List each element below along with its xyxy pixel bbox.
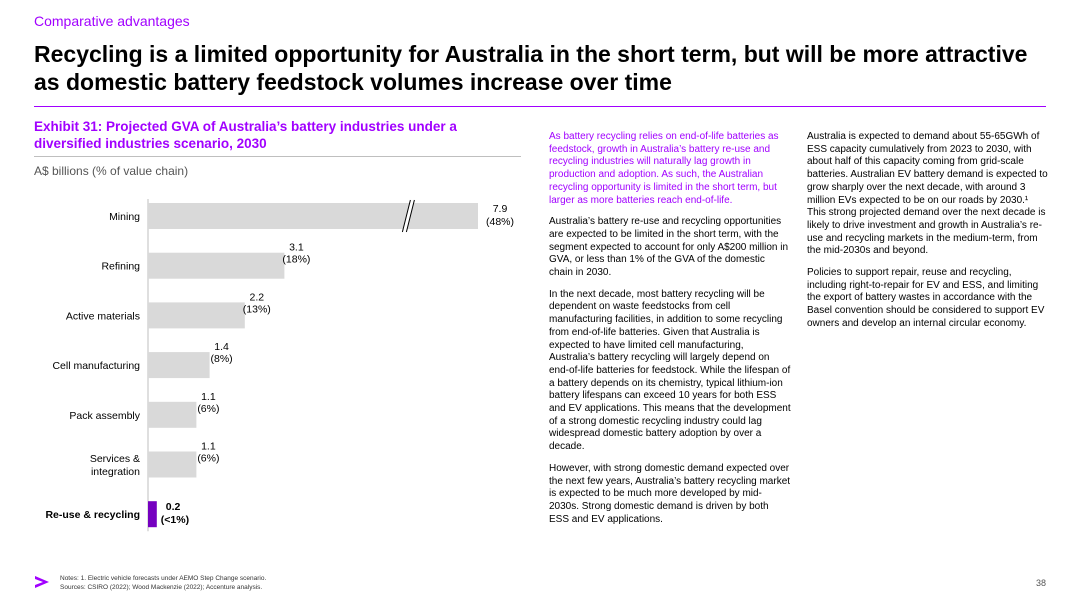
exhibit-divider	[34, 156, 521, 157]
data-label-3: 1.4(8%)	[211, 341, 233, 365]
svg-text:1.1: 1.1	[201, 441, 216, 453]
bar-2	[148, 302, 245, 329]
intro-paragraph: As battery recycling relies on end-of-li…	[549, 131, 779, 206]
svg-text:(18%): (18%)	[282, 254, 310, 266]
text-column-1: As battery recycling relies on end-of-li…	[549, 131, 791, 535]
svg-text:Refining: Refining	[101, 261, 140, 273]
data-label-1: 3.1(18%)	[282, 242, 310, 266]
svg-text:Mining: Mining	[109, 211, 140, 223]
svg-text:1.1: 1.1	[201, 391, 216, 403]
category-label-1: Refining	[101, 261, 140, 273]
category-label-0: Mining	[109, 211, 140, 223]
svg-text:Services &: Services &	[90, 453, 140, 465]
bar-4	[148, 401, 197, 428]
svg-text:Re-use & recycling: Re-use & recycling	[45, 509, 140, 521]
column2-paragraph-2: Policies to support repair, reuse and re…	[807, 267, 1045, 329]
sources-line: Sources: CSIRO (2022); Wood Mackenzie (2…	[60, 583, 263, 591]
section-kicker: Comparative advantages	[34, 13, 190, 29]
svg-text:(13%): (13%)	[243, 303, 271, 315]
svg-text:Pack assembly: Pack assembly	[69, 410, 140, 422]
svg-text:integration: integration	[91, 466, 140, 478]
svg-text:7.9: 7.9	[493, 203, 508, 215]
data-label-4: 1.1(6%)	[197, 391, 219, 415]
category-label-4: Pack assembly	[69, 410, 140, 422]
svg-text:1.4: 1.4	[214, 341, 229, 353]
category-label-6: Re-use & recycling	[45, 509, 140, 521]
svg-text:(6%): (6%)	[197, 453, 219, 465]
category-label-3: Cell manufacturing	[52, 360, 140, 372]
svg-text:3.1: 3.1	[289, 242, 304, 254]
accenture-logo-icon	[35, 576, 49, 588]
svg-text:Active materials: Active materials	[66, 310, 140, 322]
category-label-5: Services &integration	[90, 453, 140, 478]
exhibit-title: Exhibit 31: Projected GVA of Australia’s…	[34, 119, 457, 151]
gva-bar-chart: Mining 7.9(48%) Refining 3.1(18%) Active mat…	[45, 199, 514, 532]
svg-text:(<1%): (<1%)	[161, 514, 189, 526]
column1-paragraph-2: In the next decade, most battery recycli…	[549, 288, 791, 453]
bar-3	[148, 352, 210, 379]
page-headline: Recycling is a limited opportunity for A…	[34, 41, 1028, 95]
page-number: 38	[1035, 578, 1046, 588]
svg-text:2.2: 2.2	[249, 291, 264, 303]
category-label-2: Active materials	[66, 310, 140, 322]
footer-notes: Notes: 1. Electric vehicle forecasts und…	[60, 575, 266, 592]
column2-paragraph-1: Australia is expected to demand about 55…	[807, 131, 1048, 257]
svg-text:Cell manufacturing: Cell manufacturing	[52, 360, 140, 372]
notes-line: Notes: 1. Electric vehicle forecasts und…	[60, 575, 267, 582]
text-column-2: Australia is expected to demand about 55…	[807, 131, 1049, 340]
data-label-6: 0.2(<1%)	[161, 501, 189, 526]
chart-unit-label: A$ billions (% of value chain)	[34, 164, 189, 178]
data-label-5: 1.1(6%)	[197, 441, 219, 465]
bar-5	[148, 451, 197, 478]
bar-1	[148, 252, 285, 279]
data-label-2: 2.2(13%)	[243, 291, 271, 315]
bar-0	[148, 203, 478, 229]
axis-break-marker	[401, 199, 415, 233]
svg-text:0.2: 0.2	[166, 501, 181, 513]
data-label-0: 7.9(48%)	[486, 203, 514, 228]
svg-text:(8%): (8%)	[211, 353, 233, 365]
header-divider	[34, 106, 1046, 107]
column1-paragraph-3: However, with strong domestic demand exp…	[549, 462, 791, 525]
bar-6	[148, 501, 157, 528]
svg-text:(48%): (48%)	[486, 216, 514, 228]
svg-text:(6%): (6%)	[197, 403, 219, 415]
column1-paragraph-1: Australia’s battery re-use and recycling…	[549, 216, 789, 279]
